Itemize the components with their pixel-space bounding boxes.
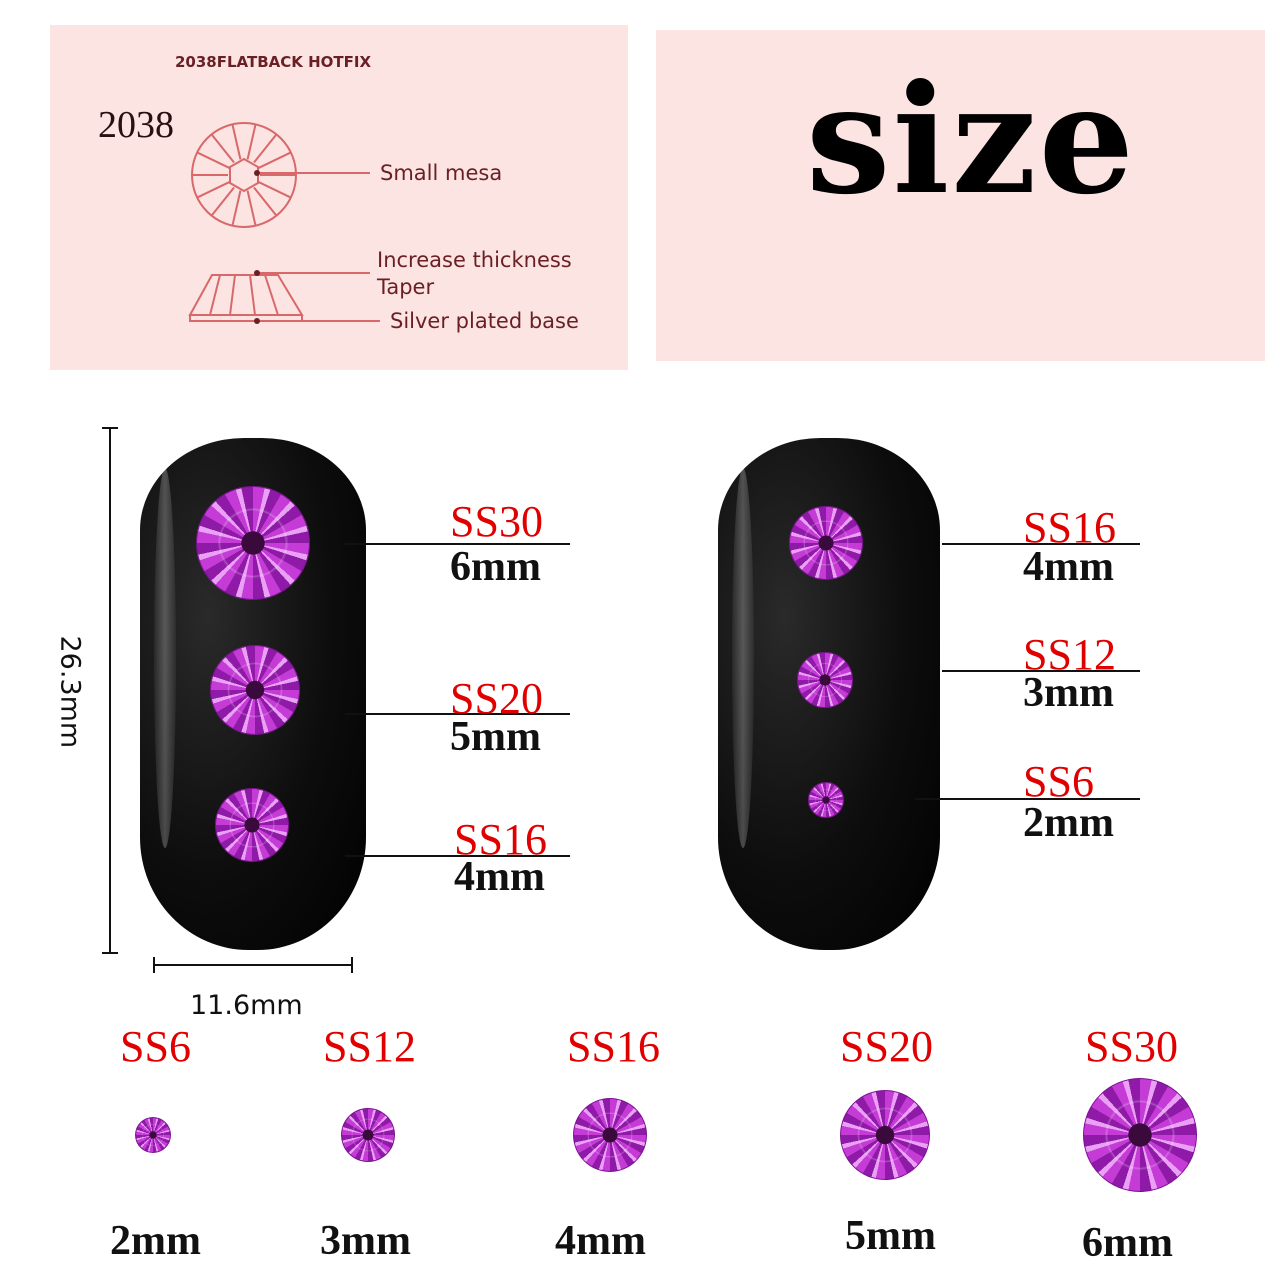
callout-silver-plated-base: Silver plated base <box>390 309 579 333</box>
size-title-panel: size <box>656 30 1265 361</box>
height-dimension-line <box>109 428 111 954</box>
callout-increase-thickness: Increase thickness <box>377 248 572 272</box>
size-code-label: SS16 <box>567 1022 660 1071</box>
right-nail-mm-label: 3mm <box>1023 670 1114 716</box>
height-tick-top <box>102 427 118 429</box>
rhinestone-sample <box>840 1090 930 1180</box>
right-nail-rhinestone <box>797 652 853 708</box>
left-nail-mm-label: 4mm <box>454 854 545 900</box>
rhinestone-sample <box>1083 1078 1197 1192</box>
right-nail-mm-label: 4mm <box>1023 544 1114 590</box>
width-tick-left <box>153 957 155 973</box>
size-code-label: SS6 <box>120 1022 191 1071</box>
left-nail-mm-label: 6mm <box>450 544 541 590</box>
left-nail-ss-label: SS20 <box>450 674 543 723</box>
size-code-label: SS30 <box>1085 1022 1178 1071</box>
model-number: 2038 <box>98 104 174 146</box>
height-dimension-label: 26.3mm <box>54 635 86 749</box>
leader-line <box>345 543 570 545</box>
leader-line <box>942 543 1140 545</box>
rhinestone-sample <box>135 1117 171 1153</box>
right-nail-rhinestone <box>808 782 844 818</box>
size-mm-label: 2mm <box>110 1218 201 1264</box>
right-nail-ss-label: SS12 <box>1023 630 1116 679</box>
size-mm-label: 5mm <box>845 1213 936 1259</box>
size-code-label: SS12 <box>323 1022 416 1071</box>
width-tick-right <box>351 957 353 973</box>
callout-taper: Taper <box>377 275 435 299</box>
left-nail-rhinestone <box>210 645 300 735</box>
width-dimension-label: 11.6mm <box>190 990 303 1021</box>
leader-line <box>345 855 570 857</box>
left-nail-rhinestone <box>196 486 310 600</box>
callout-small-mesa: Small mesa <box>380 161 503 185</box>
left-nail-mm-label: 5mm <box>450 714 541 760</box>
crystal-outline-icon <box>188 122 380 324</box>
left-nail-rhinestone <box>215 788 289 862</box>
height-tick-bottom <box>102 952 118 954</box>
size-title: size <box>806 52 1137 228</box>
size-mm-label: 3mm <box>320 1218 411 1264</box>
size-mm-label: 6mm <box>1082 1220 1173 1266</box>
right-nail-ss-label: SS16 <box>1023 503 1116 552</box>
leader-line <box>942 670 1140 672</box>
left-nail-ss-label: SS30 <box>450 497 543 546</box>
right-nail-rhinestone <box>789 506 863 580</box>
width-dimension-line <box>154 964 352 966</box>
size-mm-label: 4mm <box>555 1218 646 1264</box>
size-code-label: SS20 <box>840 1022 933 1071</box>
left-nail-ss-label: SS16 <box>454 815 547 864</box>
rhinestone-sample <box>573 1098 647 1172</box>
right-nail-mm-label: 2mm <box>1023 800 1114 846</box>
diagram-heading: 2038FLATBACK HOTFIX <box>175 53 372 71</box>
leader-line <box>345 713 570 715</box>
crystal-diagram-panel: 2038FLATBACK HOTFIX 2038 Small mesa Incr… <box>50 25 628 370</box>
leader-line <box>915 798 1140 800</box>
right-nail-ss-label: SS6 <box>1023 757 1094 806</box>
rhinestone-sample <box>341 1108 395 1162</box>
